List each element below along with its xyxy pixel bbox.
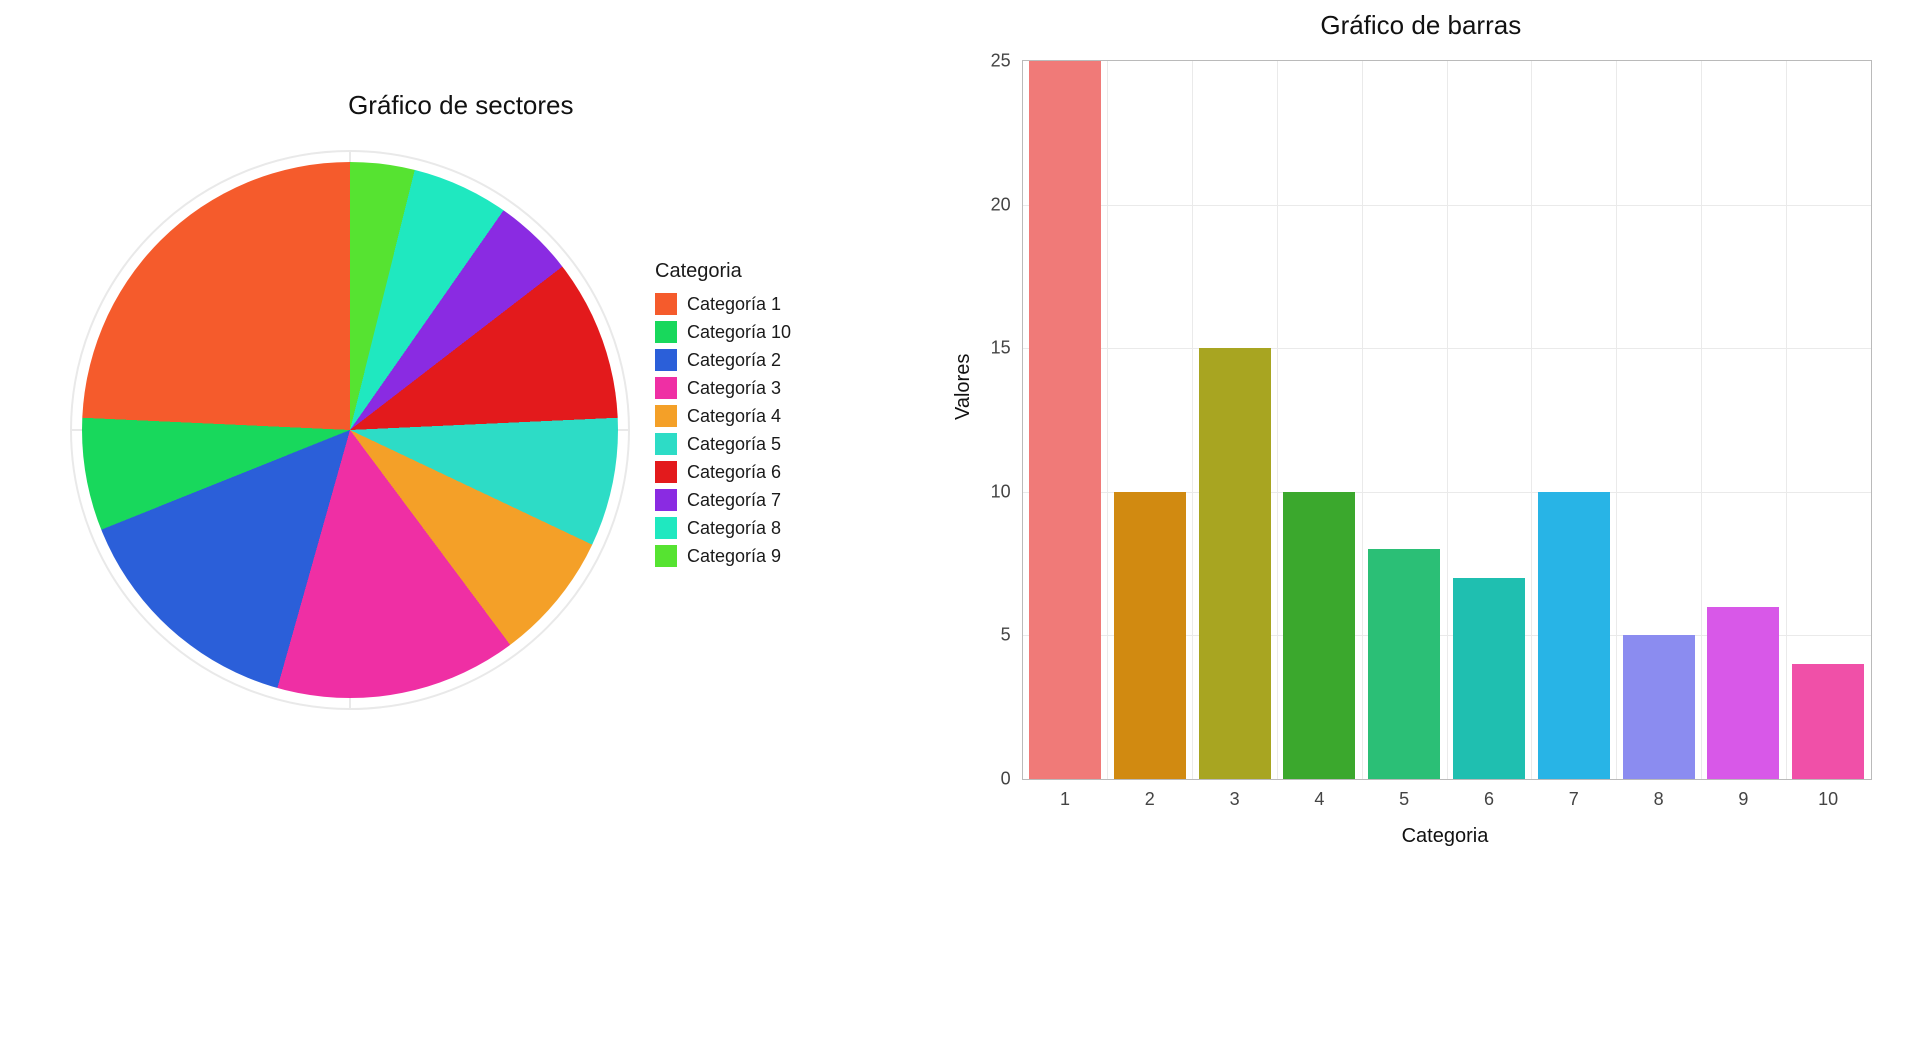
grid-line-v	[1786, 61, 1787, 779]
bar	[1623, 635, 1695, 779]
grid-line-v	[1616, 61, 1617, 779]
legend-label: Categoría 7	[687, 490, 781, 511]
grid-line-v	[1447, 61, 1448, 779]
legend-swatch	[655, 461, 677, 483]
y-tick-label: 0	[1001, 769, 1011, 790]
legend-item: Categoría 3	[655, 377, 791, 399]
bar-y-axis-title: Valores	[952, 354, 975, 420]
legend-swatch	[655, 517, 677, 539]
grid-line-v	[1701, 61, 1702, 779]
bar-chart-panel: Gráfico de barras Valores Categoria 0510…	[922, 0, 1920, 1044]
bar-x-axis-title: Categoria	[1402, 825, 1489, 848]
y-tick-label: 15	[991, 338, 1011, 359]
legend-swatch	[655, 433, 677, 455]
grid-line-v	[1192, 61, 1193, 779]
pie-chart-panel: Gráfico de sectores Categoria Categoría …	[0, 0, 922, 1044]
legend-item: Categoría 9	[655, 545, 791, 567]
x-tick-label: 10	[1818, 789, 1838, 810]
x-tick-label: 4	[1314, 789, 1324, 810]
x-tick-label: 7	[1569, 789, 1579, 810]
legend-label: Categoría 1	[687, 294, 781, 315]
grid-line-v	[1362, 61, 1363, 779]
y-tick-label: 10	[991, 481, 1011, 502]
bar	[1792, 664, 1864, 779]
legend-label: Categoría 3	[687, 378, 781, 399]
y-tick-label: 20	[991, 194, 1011, 215]
legend-item: Categoría 8	[655, 517, 791, 539]
legend-item: Categoría 6	[655, 461, 791, 483]
bar-chart-title: Gráfico de barras	[922, 10, 1920, 41]
legend-label: Categoría 8	[687, 518, 781, 539]
x-tick-label: 2	[1145, 789, 1155, 810]
legend-label: Categoría 6	[687, 462, 781, 483]
grid-line-v	[1277, 61, 1278, 779]
grid-line-v	[1107, 61, 1108, 779]
legend-item: Categoría 7	[655, 489, 791, 511]
legend-swatch	[655, 321, 677, 343]
pie-slices	[82, 162, 618, 698]
x-tick-label: 6	[1484, 789, 1494, 810]
legend-label: Categoría 5	[687, 434, 781, 455]
pie-legend-title: Categoria	[655, 260, 791, 283]
legend-swatch	[655, 377, 677, 399]
y-tick-label: 25	[991, 51, 1011, 72]
legend-label: Categoría 10	[687, 322, 791, 343]
pie-legend: Categoria Categoría 1 Categoría 10 Categor…	[655, 260, 791, 573]
grid-line-v	[1531, 61, 1532, 779]
legend-swatch	[655, 293, 677, 315]
bar	[1029, 61, 1101, 779]
legend-item: Categoría 4	[655, 405, 791, 427]
x-tick-label: 1	[1060, 789, 1070, 810]
bar	[1199, 348, 1271, 779]
legend-label: Categoría 9	[687, 546, 781, 567]
legend-swatch	[655, 489, 677, 511]
y-tick-label: 5	[1001, 625, 1011, 646]
x-tick-label: 3	[1230, 789, 1240, 810]
bar	[1368, 549, 1440, 779]
bar	[1453, 578, 1525, 779]
legend-swatch	[655, 349, 677, 371]
pie-chart-plot	[70, 150, 630, 710]
legend-label: Categoría 2	[687, 350, 781, 371]
x-tick-label: 5	[1399, 789, 1409, 810]
legend-item: Categoría 2	[655, 349, 791, 371]
legend-swatch	[655, 405, 677, 427]
legend-item: Categoría 1	[655, 293, 791, 315]
legend-swatch	[655, 545, 677, 567]
legend-item: Categoría 10	[655, 321, 791, 343]
legend-label: Categoría 4	[687, 406, 781, 427]
x-tick-label: 8	[1654, 789, 1664, 810]
bar	[1114, 492, 1186, 779]
bar	[1283, 492, 1355, 779]
bar	[1707, 607, 1779, 779]
x-tick-label: 9	[1738, 789, 1748, 810]
bar-chart-plot: 051015202512345678910	[1022, 60, 1872, 780]
pie-chart-title: Gráfico de sectores	[0, 90, 922, 121]
legend-item: Categoría 5	[655, 433, 791, 455]
bar	[1538, 492, 1610, 779]
